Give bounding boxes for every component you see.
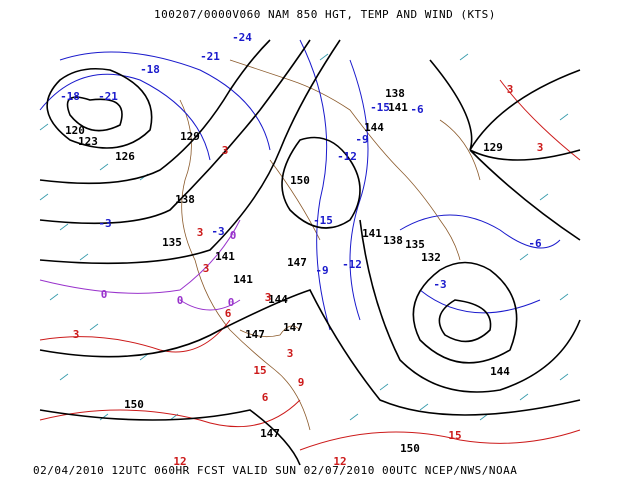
contour-label: -15 xyxy=(313,214,333,227)
contour-label: 15 xyxy=(448,429,461,442)
contour-label: -21 xyxy=(98,90,118,103)
contour-label: 0 xyxy=(101,288,108,301)
contour-label: -3 xyxy=(98,217,111,230)
contour-label: 141 xyxy=(233,273,253,286)
contour-label: 0 xyxy=(177,294,184,307)
contour-label: 3 xyxy=(507,83,514,96)
contour-label: 150 xyxy=(400,442,420,455)
contour-label: 141 xyxy=(388,101,408,114)
contour-label: 0 xyxy=(228,296,235,309)
contour-label: -18 xyxy=(140,63,160,76)
contour-label: 138 xyxy=(385,87,405,100)
contour-label: 6 xyxy=(225,307,232,320)
contour-label: 129 xyxy=(483,141,503,154)
contour-label: 120 xyxy=(65,124,85,137)
contour-label: 141 xyxy=(362,227,382,240)
contour-label: 144 xyxy=(268,293,288,306)
contour-label: 9 xyxy=(298,376,305,389)
contour-label: 150 xyxy=(290,174,310,187)
contour-label: 3 xyxy=(203,262,210,275)
contour-label: 150 xyxy=(124,398,144,411)
contour-label: 141 xyxy=(215,250,235,263)
contour-label: 3 xyxy=(537,141,544,154)
temperature-contours xyxy=(39,39,581,451)
contour-label: 0 xyxy=(230,229,237,242)
contour-label: 147 xyxy=(283,321,303,334)
map-caption: 02/04/2010 12UTC 060HR FCST VALID SUN 02… xyxy=(33,464,517,477)
contour-label: 129 xyxy=(180,130,200,143)
contour-label: -12 xyxy=(337,150,357,163)
contour-label: 15 xyxy=(253,364,266,377)
contour-label: 12 xyxy=(333,455,346,468)
contour-label: -24 xyxy=(232,31,252,44)
contour-label: -6 xyxy=(528,237,542,250)
contour-label: -9 xyxy=(315,264,328,277)
contour-label: 126 xyxy=(115,150,135,163)
contour-label: 147 xyxy=(260,427,280,440)
contour-label: 3 xyxy=(73,328,80,341)
contour-label: 6 xyxy=(262,391,269,404)
contour-label: -3 xyxy=(211,225,224,238)
contour-label: -3 xyxy=(433,278,446,291)
contour-label: 135 xyxy=(405,238,425,251)
contour-label: 144 xyxy=(490,365,510,378)
contour-label: 3 xyxy=(197,226,204,239)
contour-label: 147 xyxy=(245,328,265,341)
contour-label: 3 xyxy=(265,291,272,304)
contour-label: 147 xyxy=(287,256,307,269)
contour-label: 3 xyxy=(222,144,229,157)
height-contours xyxy=(39,39,581,466)
contour-label: 132 xyxy=(421,251,441,264)
contour-label: 123 xyxy=(78,135,98,148)
contour-label: 12 xyxy=(173,455,186,468)
contour-label: -9 xyxy=(355,133,368,146)
contour-label: 138 xyxy=(175,193,195,206)
contour-label: -18 xyxy=(60,90,80,103)
contour-label: 144 xyxy=(364,121,384,134)
map-title: 100207/0000V060 NAM 850 HGT, TEMP AND WI… xyxy=(154,8,496,21)
contour-label: -12 xyxy=(342,258,362,271)
contour-label: 3 xyxy=(287,347,294,360)
contour-label: 138 xyxy=(383,234,403,247)
coastlines xyxy=(179,59,481,431)
contour-label: 135 xyxy=(162,236,182,249)
contour-label: -15 xyxy=(370,101,390,114)
contour-label: -21 xyxy=(200,50,220,63)
contour-label: -6 xyxy=(410,103,424,116)
